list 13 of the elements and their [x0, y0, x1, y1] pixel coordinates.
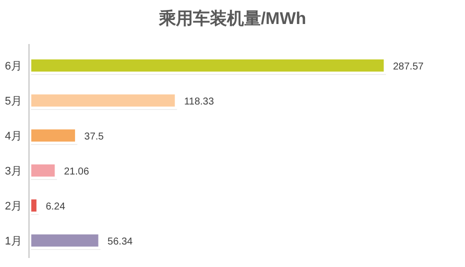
category-label: 6月 [4, 60, 22, 72]
category-label: 1月 [4, 236, 22, 248]
category-label: 3月 [4, 166, 22, 178]
data-label: 21.06 [64, 166, 90, 178]
title: 乘用车装机量/MWh [158, 9, 306, 28]
category-label: 2月 [4, 200, 22, 212]
data-label: 287.57 [393, 62, 424, 72]
data-label: 37.5 [84, 132, 104, 142]
data-label: 56.34 [108, 236, 133, 248]
category-label: 5月 [4, 96, 22, 108]
category-label: 4月 [4, 130, 22, 142]
data-label: 118.33 [184, 96, 214, 108]
data-label: 6.24 [46, 202, 66, 212]
